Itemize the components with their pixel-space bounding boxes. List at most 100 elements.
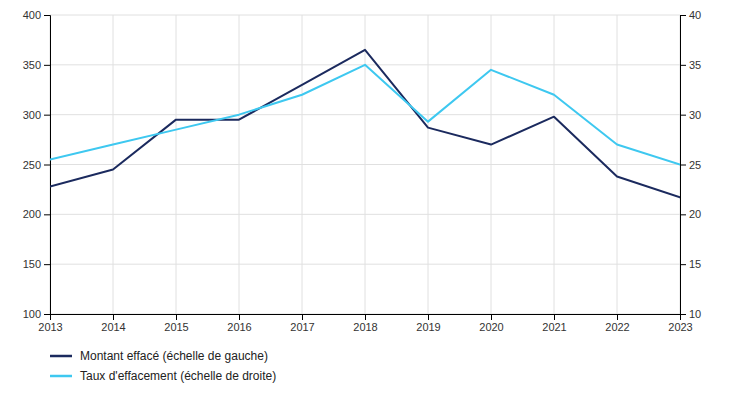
y-axis-tick-mark: [44, 165, 50, 166]
y-axis-tick-label: 350: [23, 59, 41, 71]
x-axis-tick-mark: [491, 314, 492, 320]
x-axis: 2013 2014 2015 2016 2017 2018 2019 2020 2021 2022…: [38, 314, 692, 333]
x-axis-tick-label: 2013: [38, 321, 62, 333]
x-axis-tick-mark: [617, 314, 618, 320]
x-axis-tick-mark: [365, 314, 366, 320]
x-axis-tick: 2015: [164, 314, 188, 333]
x-axis-tick-label: 2021: [542, 321, 566, 333]
x-axis-tick-mark: [302, 314, 303, 320]
x-axis-tick-label: 2017: [290, 321, 314, 333]
grid: [50, 15, 680, 314]
y-axis-tick: 300: [23, 109, 50, 121]
y-axis-tick-mark: [44, 264, 50, 265]
grid-line-x: [365, 15, 366, 314]
x-axis-tick: 2017: [290, 314, 314, 333]
y2-axis-tick-label: 20: [689, 208, 701, 220]
y-axis-tick-label: 400: [23, 9, 41, 21]
grid-line-x: [302, 15, 303, 314]
x-axis-tick: 2019: [416, 314, 440, 333]
x-axis-tick-mark: [554, 314, 555, 320]
x-axis-tick: 2022: [605, 314, 629, 333]
y-axis-tick-label: 300: [23, 109, 41, 121]
y2-axis-tick-label: 15: [689, 258, 701, 270]
x-axis-tick-label: 2016: [227, 321, 251, 333]
grid-line-x: [617, 15, 618, 314]
y2-axis-tick-label: 35: [689, 59, 701, 71]
x-axis-tick-label: 2023: [668, 321, 692, 333]
x-axis-tick: 2013: [38, 314, 62, 333]
chart-container: 2013201420152016201720182019202020212022…: [0, 0, 730, 409]
x-axis-tick-label: 2018: [353, 321, 377, 333]
y-axis-tick-mark: [44, 15, 50, 16]
y-axis-line: [44, 16, 51, 315]
y2-axis: 10 15 20 25 30 35 40: [680, 9, 701, 320]
grid-line-x: [428, 15, 429, 314]
grid-line-x: [176, 15, 177, 314]
grid-line-x: [491, 15, 492, 314]
y2-axis-line: [681, 16, 687, 315]
plot-area: [50, 50, 680, 198]
y2-axis-tick: 30: [680, 109, 701, 121]
legend: Montant effacé (échelle de gauche) Taux d…: [50, 349, 276, 383]
y-axis-tick: 150: [23, 258, 50, 270]
y-axis-tick-mark: [44, 214, 50, 215]
x-axis-tick: 2014: [101, 314, 125, 333]
y-axis-tick: 200: [23, 208, 50, 220]
x-axis-tick-mark: [113, 314, 114, 320]
y2-axis-tick-mark: [680, 264, 686, 265]
x-axis-line: [51, 315, 681, 321]
x-axis-tick: 2018: [353, 314, 377, 333]
legend-label: Taux d'effacement (échelle de droite): [80, 369, 276, 383]
y2-axis-tick-mark: [680, 15, 686, 16]
y2-axis-tick-label: 30: [689, 109, 701, 121]
series-line: [50, 50, 680, 198]
x-axis-tick-label: 2014: [101, 321, 125, 333]
y2-axis-tick-label: 10: [689, 308, 701, 320]
chart-svg: 2013201420152016201720182019202020212022…: [0, 0, 730, 409]
y2-axis-tick-mark: [680, 214, 686, 215]
y2-axis-tick-mark: [680, 115, 686, 116]
y-axis-tick-label: 250: [23, 159, 41, 171]
y-axis-tick: 400: [23, 9, 50, 21]
legend-swatch: [50, 355, 72, 358]
legend-item: Montant effacé (échelle de gauche): [50, 349, 268, 363]
y-axis-tick-mark: [44, 65, 50, 66]
y-axis-tick-mark: [44, 115, 50, 116]
y2-axis-tick-label: 25: [689, 159, 701, 171]
y-axis-tick-label: 150: [23, 258, 41, 270]
series-line: [50, 65, 680, 165]
y2-axis-tick-mark: [680, 165, 686, 166]
grid-line-x: [113, 15, 114, 314]
y-axis-tick-mark: [44, 314, 50, 315]
legend-item: Taux d'effacement (échelle de droite): [50, 369, 276, 383]
y2-axis-tick: 15: [680, 258, 701, 270]
y2-axis-tick: 25: [680, 159, 701, 171]
y2-axis-tick-mark: [680, 314, 686, 315]
y-axis: 100 150 200 250 300 350 400: [23, 9, 51, 320]
y2-axis-tick: 35: [680, 59, 701, 71]
y-axis-tick-label: 100: [23, 308, 41, 320]
x-axis-tick: 2016: [227, 314, 251, 333]
grid-line-x: [239, 15, 240, 314]
grid-line-x: [554, 15, 555, 314]
x-axis-tick-label: 2015: [164, 321, 188, 333]
x-axis-tick-label: 2019: [416, 321, 440, 333]
y-axis-tick: 250: [23, 159, 50, 171]
x-axis-tick-label: 2022: [605, 321, 629, 333]
x-axis-tick-mark: [176, 314, 177, 320]
y2-axis-tick-label: 40: [689, 9, 701, 21]
y2-axis-tick: 10: [680, 308, 701, 320]
y-axis-tick: 100: [23, 308, 50, 320]
legend-label: Montant effacé (échelle de gauche): [80, 349, 268, 363]
x-axis-tick-mark: [239, 314, 240, 320]
x-axis-tick-label: 2020: [479, 321, 503, 333]
x-axis-tick: 2021: [542, 314, 566, 333]
y2-axis-tick-mark: [680, 65, 686, 66]
y2-axis-tick: 40: [680, 9, 701, 21]
legend-swatch: [50, 375, 72, 378]
y2-axis-tick: 20: [680, 208, 701, 220]
x-axis-tick-mark: [428, 314, 429, 320]
x-axis-tick: 2020: [479, 314, 503, 333]
y-axis-tick: 350: [23, 59, 50, 71]
y-axis-tick-label: 200: [23, 208, 41, 220]
